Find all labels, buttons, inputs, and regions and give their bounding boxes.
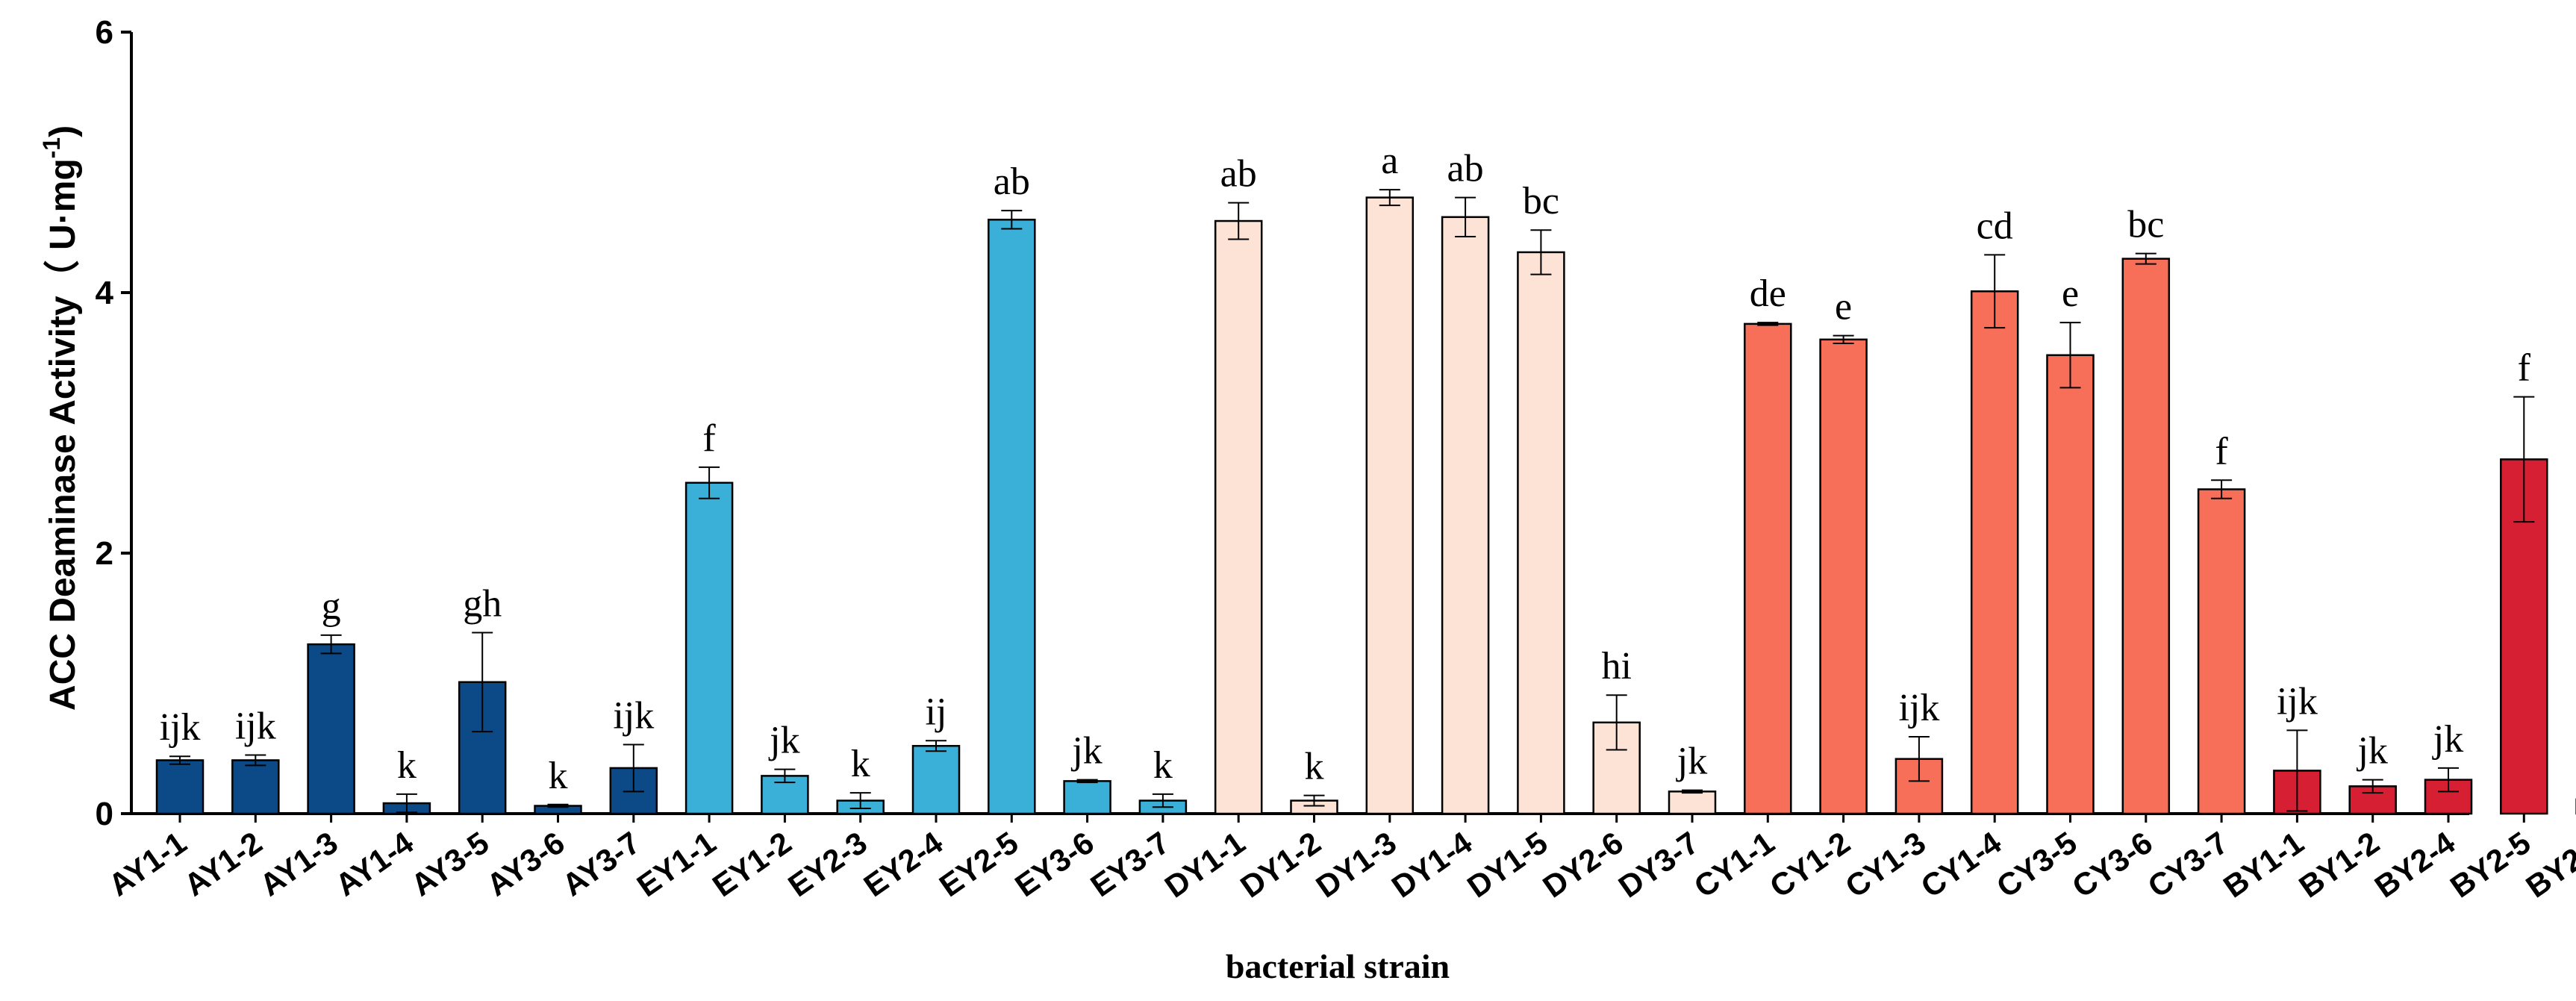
sig-label-dy1-3: a [1381, 140, 1398, 182]
x-tick-label-cy1-3: CY1-3 [1839, 825, 1932, 905]
sig-label-ey2-5: ab [994, 160, 1030, 203]
sig-label-ey1-2: jk [768, 720, 799, 762]
bar-cy1-4 [1970, 290, 2019, 815]
sig-label-ay1-2: ijk [235, 705, 276, 747]
sig-label-by2-5: f [2518, 347, 2531, 390]
sig-label-cy3-7: f [2215, 430, 2228, 473]
sig-label-cy1-4: cd [1977, 205, 2013, 247]
bar-ay1-2 [231, 759, 280, 815]
x-tick-label-cy3-5: CY3-5 [1990, 825, 2083, 905]
x-tick-label-ay1-3: AY1-3 [253, 825, 343, 903]
sig-label-ay3-6: k [549, 755, 568, 797]
x-ticks: AY1-1AY1-2AY1-3AY1-4AY3-5AY3-6AY3-7EY1-1… [102, 814, 2576, 905]
x-tick-label-by1-2: BY1-2 [2292, 825, 2385, 905]
sig-label-cy3-6: bc [2127, 204, 2164, 246]
sig-label-ey2-3: k [851, 743, 870, 785]
bar-ey3-6 [1063, 780, 1111, 815]
x-tick-label-ey1-2: EY1-2 [706, 825, 798, 903]
x-tick-label-by2-6: BY2-6 [2519, 825, 2576, 905]
x-tick-label-dy1-1: DY1-1 [1158, 825, 1251, 905]
y-ticks: 0 2 4 6 [96, 14, 131, 832]
sig-label-ey3-7: k [1153, 744, 1173, 787]
sig-label-ey2-4: ij [926, 690, 947, 733]
x-tick-label-dy1-4: DY1-4 [1385, 825, 1479, 905]
sig-label-dy1-1: ab [1220, 153, 1257, 196]
x-tick-label-by2-5: BY2-5 [2444, 825, 2536, 905]
sig-label-cy3-5: e [2062, 272, 2079, 315]
sig-label-dy1-5: bc [1523, 180, 1559, 222]
sig-label-dy1-4: ab [1447, 148, 1484, 190]
x-tick-label-ey1-1: EY1-1 [631, 825, 723, 903]
x-tick-label-ey2-3: EY2-3 [782, 825, 873, 903]
sig-label-cy1-3: ijk [1898, 687, 1939, 729]
sig-label-ey1-1: f [702, 417, 716, 460]
bar-cy3-5 [2046, 354, 2095, 815]
sig-label-ay3-5: gh [463, 582, 502, 625]
x-tick-label-dy3-7: DY3-7 [1612, 825, 1705, 905]
sig-label-dy1-2: k [1305, 746, 1324, 788]
bar-dy1-5 [1517, 251, 1565, 815]
x-tick-label-dy2-6: DY2-6 [1536, 825, 1629, 905]
sig-label-dy2-6: hi [1601, 645, 1631, 687]
bar-cy1-1 [1744, 322, 1792, 815]
x-tick-label-by2-4: BY2-4 [2368, 825, 2462, 905]
x-tick-label-dy1-5: DY1-5 [1461, 825, 1553, 905]
bar-dy1-3 [1365, 196, 1415, 815]
x-tick-label-by1-1: BY1-1 [2217, 825, 2310, 905]
x-tick-label-ay3-7: AY3-7 [556, 825, 646, 903]
bar-ey2-4 [911, 745, 961, 815]
bar-dy1-1 [1214, 219, 1263, 815]
y-tick-label: 6 [96, 14, 113, 51]
x-tick-label-cy1-1: CY1-1 [1688, 825, 1780, 905]
x-tick-label-cy3-7: CY3-7 [2142, 825, 2234, 905]
x-tick-label-dy1-3: DY1-3 [1309, 825, 1402, 905]
x-tick-label-ay3-5: AY3-5 [405, 825, 495, 903]
sig-label-ey3-6: jk [1070, 730, 1102, 773]
sig-label-ay1-3: g [322, 585, 341, 628]
x-tick-label-cy1-4: CY1-4 [1915, 825, 2008, 905]
bar-cy3-7 [2197, 488, 2246, 815]
y-axis-title-close: ) [43, 125, 83, 137]
x-tick-label-ey3-6: EY3-6 [1008, 825, 1100, 903]
sig-label-by2-4: jk [2432, 718, 2463, 761]
y-axis-title-superscript: -1 [38, 137, 65, 158]
bar-ey1-1 [684, 481, 734, 815]
y-axis-title-main: ACC Deaminase Activity（ U·mg [43, 158, 83, 711]
x-tick-label-ey2-4: EY2-4 [858, 825, 949, 904]
x-tick-label-ay3-6: AY3-6 [480, 825, 570, 903]
x-tick-label-cy1-2: CY1-2 [1763, 825, 1856, 905]
y-tick-label: 0 [96, 796, 113, 832]
bar-dy1-4 [1441, 216, 1490, 815]
sig-label-ay1-4: k [397, 744, 417, 787]
y-tick-label: 2 [96, 535, 113, 572]
bar-cy3-6 [2121, 258, 2171, 815]
x-tick-label-ey2-5: EY2-5 [933, 825, 1025, 903]
y-axis-title: ACC Deaminase Activity（ U·mg-1) [38, 125, 83, 711]
x-tick-label-dy1-2: DY1-2 [1234, 825, 1326, 905]
sig-label-by1-1: ijk [2277, 680, 2318, 723]
bar-dy3-7 [1668, 790, 1717, 815]
x-tick-label-cy3-6: CY3-6 [2065, 825, 2158, 905]
error-bars [169, 189, 2535, 814]
bars [155, 196, 2576, 815]
x-tick-label-ay1-4: AY1-4 [329, 825, 420, 903]
x-tick-label-ay1-2: AY1-2 [178, 825, 268, 903]
x-axis-title: bacterial strain [1226, 947, 1450, 985]
sig-label-ay3-7: ijk [613, 695, 654, 738]
bar-cy1-2 [1819, 338, 1868, 815]
x-tick-label-ey3-7: EY3-7 [1084, 825, 1176, 903]
sig-label-dy3-7: jk [1676, 740, 1707, 783]
sig-label-ay1-1: ijk [160, 706, 201, 749]
bar-ay1-1 [155, 759, 205, 815]
y-tick-label: 4 [96, 275, 114, 311]
sig-label-by1-2: jk [2356, 730, 2387, 773]
bar-ey2-5 [988, 219, 1036, 815]
bar-ay1-3 [307, 643, 355, 815]
x-tick-label-ay1-1: AY1-1 [102, 825, 193, 903]
sig-label-cy1-2: e [1835, 286, 1852, 328]
sig-label-cy1-1: de [1750, 272, 1786, 315]
